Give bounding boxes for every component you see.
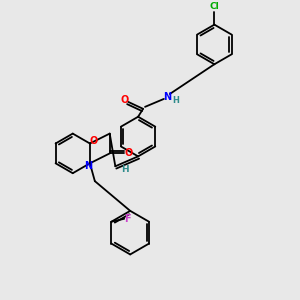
Text: H: H: [122, 165, 129, 174]
Text: F: F: [124, 214, 130, 224]
Text: H: H: [172, 96, 179, 105]
Text: N: N: [84, 161, 92, 171]
Text: O: O: [90, 136, 98, 146]
Text: O: O: [124, 148, 133, 158]
Text: Cl: Cl: [209, 2, 219, 11]
Text: N: N: [163, 92, 171, 102]
Text: O: O: [120, 95, 128, 105]
